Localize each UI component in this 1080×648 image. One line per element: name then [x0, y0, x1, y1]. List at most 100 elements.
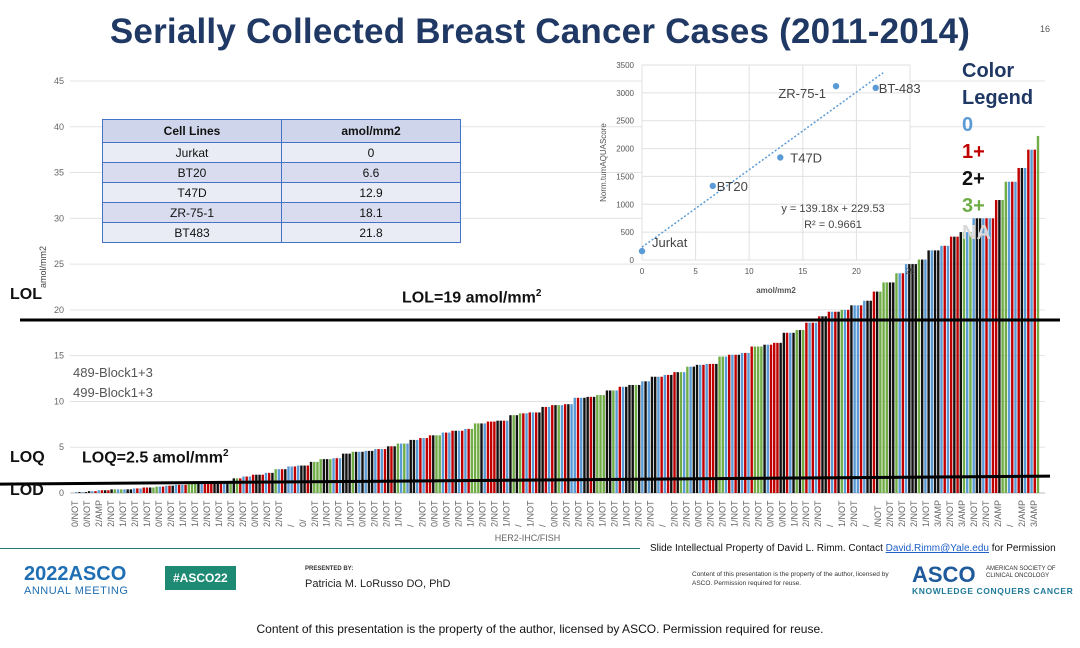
trendline-r2: R² = 0.9661 — [804, 219, 862, 231]
bar — [470, 428, 474, 493]
bar — [444, 432, 448, 493]
bar — [168, 485, 171, 493]
y-tick-label: 0 — [59, 488, 64, 498]
y-tick-label: 15 — [54, 351, 64, 361]
x-tick-label: 2/NOT — [681, 500, 691, 527]
bar — [702, 364, 705, 493]
table-row: BT20 6.6 — [102, 162, 461, 183]
bar — [158, 486, 162, 493]
x-tick-label: 1/NOT — [597, 500, 607, 527]
bar — [885, 282, 889, 493]
scatter-x-label: amol/mm2 — [756, 286, 796, 295]
bar — [354, 451, 358, 493]
bar — [145, 487, 149, 493]
bar — [650, 376, 654, 493]
hashtag-badge: #ASCO22 — [165, 566, 236, 590]
cell-line-name: ZR-75-1 — [102, 202, 282, 223]
x-tick-label: 2/NOT — [561, 500, 571, 527]
table-header-amol: amol/mm2 — [281, 119, 461, 143]
email-link[interactable]: David.Rimm@Yale.edu — [885, 543, 989, 554]
bar — [695, 364, 699, 493]
bar — [155, 486, 158, 493]
bar — [222, 481, 226, 493]
bar — [911, 264, 914, 493]
bar — [1020, 167, 1024, 493]
lol-line-label: LOL=19 amol/mm2 — [402, 288, 542, 307]
legend-title-line1: Color — [962, 60, 1015, 82]
bar — [888, 282, 892, 493]
bar — [132, 488, 136, 493]
bar — [631, 384, 634, 493]
bar — [518, 413, 522, 493]
loq-side-label: LOQ — [10, 449, 45, 466]
bar — [966, 232, 969, 494]
bar — [165, 485, 168, 493]
y-axis-label: amol/mm2 — [38, 246, 48, 288]
bar — [721, 356, 724, 493]
bar — [139, 488, 142, 493]
bar — [332, 458, 335, 493]
bar — [760, 346, 763, 493]
bar — [406, 443, 409, 493]
bar — [229, 481, 232, 493]
bar — [300, 465, 303, 493]
bar — [506, 420, 509, 493]
bar — [103, 490, 107, 493]
x-tick-label: 2/NOT — [813, 500, 823, 527]
bar — [763, 344, 766, 493]
bar — [946, 245, 950, 493]
bar — [370, 450, 374, 493]
bar — [766, 344, 769, 493]
loq-reference-line — [0, 474, 1051, 486]
x-tick-label: 1/NOT — [394, 500, 404, 527]
bar — [715, 363, 718, 493]
bar — [708, 363, 712, 493]
y-tick-label: 35 — [54, 168, 64, 178]
x-tick-label: 1/NOT — [346, 500, 356, 527]
cell-line-value: 12.9 — [281, 182, 461, 203]
x-tick-label: 2/NOT — [334, 500, 344, 527]
bar — [235, 478, 239, 493]
bar — [834, 311, 837, 493]
x-tick-label: 1/NOT — [178, 500, 188, 527]
bar — [602, 395, 605, 493]
bar — [882, 282, 885, 493]
bar — [493, 421, 496, 493]
bar — [859, 305, 863, 493]
scatter-y-tick: 2000 — [616, 145, 634, 154]
bar — [785, 332, 789, 493]
bar — [1007, 181, 1011, 493]
bar — [374, 449, 377, 493]
bar — [898, 273, 901, 493]
bar — [329, 459, 332, 493]
bar — [120, 489, 123, 493]
scatter-point — [709, 182, 716, 190]
legend-title-line2: Legend — [962, 87, 1034, 109]
bar — [583, 397, 586, 493]
asco-logo: ASCO — [912, 562, 976, 587]
x-tick-label: 0/NOT — [550, 500, 560, 527]
bottom-rights-note: Content of this presentation is the prop… — [256, 622, 824, 636]
bar — [689, 366, 692, 493]
bar — [325, 459, 329, 493]
bar — [107, 490, 110, 493]
bar — [512, 415, 515, 493]
bar — [190, 483, 194, 493]
bar — [123, 489, 126, 493]
bar — [1004, 181, 1008, 493]
bar — [248, 476, 252, 493]
bar — [756, 346, 760, 493]
bar — [554, 405, 557, 493]
bar — [258, 474, 261, 493]
bar — [711, 363, 715, 493]
bar — [853, 305, 856, 493]
scatter-point — [872, 84, 879, 92]
bar — [901, 273, 905, 493]
bar — [1036, 135, 1040, 493]
bar — [428, 435, 432, 493]
bar — [917, 259, 921, 493]
bar — [789, 332, 792, 493]
legend-entry-1plus: 1+ — [962, 141, 985, 163]
bar — [296, 465, 300, 493]
bar — [255, 474, 258, 493]
